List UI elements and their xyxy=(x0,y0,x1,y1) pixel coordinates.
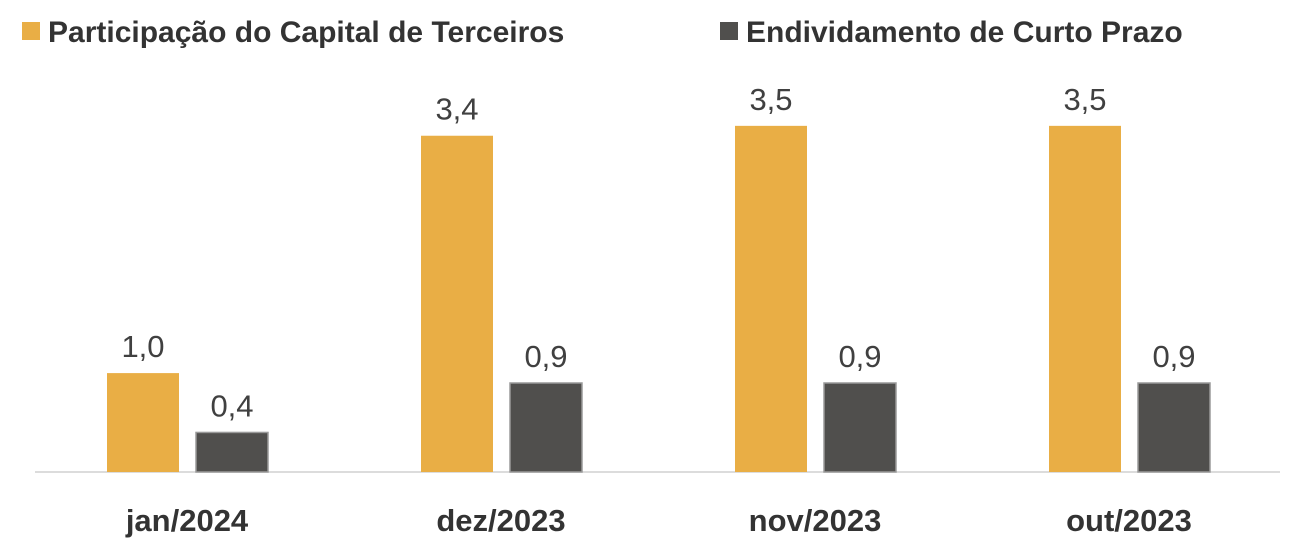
data-label: 1,0 xyxy=(121,329,164,364)
data-label: 0,9 xyxy=(1152,339,1195,374)
data-label: 0,4 xyxy=(210,388,253,423)
x-tick-label: dez/2023 xyxy=(436,503,565,538)
bar xyxy=(509,382,583,473)
legend-label: Endividamento de Curto Prazo xyxy=(746,16,1183,49)
x-tick-label: out/2023 xyxy=(1066,503,1192,538)
x-tick-label: nov/2023 xyxy=(749,503,882,538)
legend-swatch xyxy=(22,22,40,40)
x-tick-label: jan/2024 xyxy=(125,503,249,538)
data-label: 0,9 xyxy=(524,339,567,374)
data-label: 3,5 xyxy=(1063,82,1106,117)
bar xyxy=(1137,382,1211,473)
data-label: 3,4 xyxy=(435,92,478,127)
bar xyxy=(195,431,269,473)
data-label: 0,9 xyxy=(838,339,881,374)
data-label: 3,5 xyxy=(749,82,792,117)
legend-swatch xyxy=(720,22,738,40)
legend-label: Participação do Capital de Terceiros xyxy=(48,16,564,49)
bar xyxy=(107,373,179,472)
bar xyxy=(735,125,807,472)
bar xyxy=(823,382,897,473)
bar xyxy=(1049,125,1121,472)
bar xyxy=(421,135,493,473)
